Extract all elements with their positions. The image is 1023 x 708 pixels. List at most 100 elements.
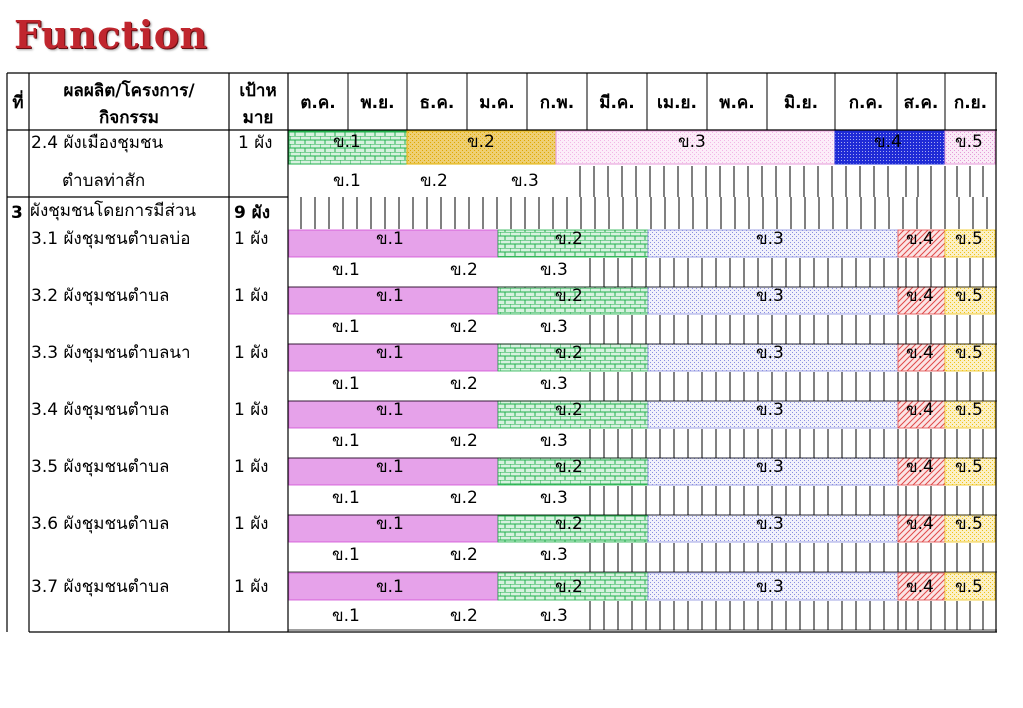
bar-r24-plan-3	[555, 130, 836, 165]
item-plan-bar	[897, 400, 946, 429]
plan-label-5: ข.5	[955, 457, 983, 477]
plan-label-3: ข.3	[756, 286, 784, 306]
plan-label-4: ข.4	[906, 229, 934, 249]
item-plan-bar	[647, 229, 899, 258]
item-plan-bar	[647, 286, 899, 315]
item-name: 3.3 ผังชุมชนตำบลนา	[31, 343, 191, 363]
month-header: ก.พ.	[540, 93, 574, 113]
item-plan-bar	[288, 514, 499, 543]
plan-label-3: ข.3	[756, 457, 784, 477]
plan-label-3: ข.3	[756, 343, 784, 363]
plan-label-5: ข.5	[955, 229, 983, 249]
gantt-item-bars	[288, 229, 996, 601]
item-plan-bar	[944, 229, 996, 258]
actual-label-2: ข.2	[450, 317, 478, 337]
actual-label-2: ข.2	[450, 488, 478, 508]
plan-label-5: ข.5	[955, 286, 983, 306]
table-frame	[6, 72, 997, 633]
item-plan-bar	[497, 286, 649, 315]
bar-r24-plan-5	[944, 130, 996, 165]
r24-actual-label-1: ข.1	[333, 171, 361, 191]
bar-r24-plan-1	[288, 130, 408, 165]
plan-label-3: ข.3	[756, 514, 784, 534]
header-col-product-2: กิจกรรม	[99, 108, 159, 128]
item-row: 3.1 ผังชุมชนตำบลบ่อ 1 ผัง ข.1 ข.2 ข.3 ข.…	[31, 229, 983, 280]
header-col-target-2: มาย	[243, 108, 274, 128]
plan-label-1: ข.1	[376, 343, 404, 363]
item-plan-bar	[497, 343, 649, 372]
actual-label-1: ข.1	[332, 606, 360, 626]
actual-label-3: ข.3	[540, 317, 568, 337]
item-plan-bar	[647, 572, 899, 601]
plan-label-2: ข.2	[555, 400, 583, 420]
item-plan-bar	[944, 572, 996, 601]
item-name: 3.1 ผังชุมชนตำบลบ่อ	[31, 229, 190, 249]
header-col-product-1: ผลผลิต/โครงการ/	[63, 80, 195, 101]
month-header: ก.ค.	[849, 93, 884, 113]
row-r24-name-1: 2.4 ผังเมืองชุมชน	[31, 133, 164, 153]
plan-label-1: ข.1	[376, 577, 404, 597]
r24-plan-label-5: ข.5	[955, 132, 983, 152]
r24-plan-label-2: ข.2	[467, 132, 495, 152]
item-plan-bar	[897, 229, 946, 258]
item-row: 3.3 ผังชุมชนตำบลนา 1 ผัง ข.1 ข.2 ข.3 ข.4…	[31, 343, 983, 394]
item-plan-bar	[288, 229, 499, 258]
item-row: 3.5 ผังชุมชนตำบล 1 ผัง ข.1 ข.2 ข.3 ข.4 ข…	[31, 457, 983, 508]
item-plan-bar	[897, 572, 946, 601]
month-headers: ต.ค. พ.ย. ธ.ค. ม.ค. ก.พ. มี.ค. เม.ย. พ.ค. มิ.ย. ก…	[300, 92, 987, 113]
bar-r24-plan-2	[406, 130, 557, 165]
actual-label-1: ข.1	[332, 374, 360, 394]
plan-label-2: ข.2	[555, 457, 583, 477]
item-row: 3.2 ผังชุมชนตำบล 1 ผัง ข.1 ข.2 ข.3 ข.4 ข…	[31, 286, 983, 337]
bar-r24-plan-4	[834, 130, 946, 165]
plan-label-4: ข.4	[906, 343, 934, 363]
month-header: มิ.ย.	[784, 93, 818, 113]
plan-label-1: ข.1	[376, 229, 404, 249]
item-row: 3.6 ผังชุมชนตำบล 1 ผัง ข.1 ข.2 ข.3 ข.4 ข…	[31, 514, 983, 565]
item-plan-bar	[897, 343, 946, 372]
item-plan-bar	[944, 343, 996, 372]
plan-label-5: ข.5	[955, 577, 983, 597]
actual-label-2: ข.2	[450, 260, 478, 280]
plan-label-3: ข.3	[756, 400, 784, 420]
item-name: 3.5 ผังชุมชนตำบล	[31, 457, 169, 477]
r24-actual-label-2: ข.2	[420, 171, 448, 191]
item-name: 3.4 ผังชุมชนตำบล	[31, 400, 169, 420]
month-header-dividers	[347, 73, 946, 130]
actual-label-1: ข.1	[332, 260, 360, 280]
page-title: Function	[14, 12, 208, 57]
actual-label-3: ข.3	[540, 374, 568, 394]
gantt-bars	[288, 130, 996, 165]
section3-target: 9 ผัง	[234, 203, 270, 223]
actual-label-3: ข.3	[540, 431, 568, 451]
month-header: มี.ค.	[599, 92, 635, 113]
section3-name: ผังชุมชนโดยการมีส่วน	[30, 200, 196, 221]
item-plan-bar	[288, 343, 499, 372]
month-header: ธ.ค.	[420, 93, 455, 113]
row-r24-target: 1 ผัง	[238, 133, 272, 153]
month-header: พ.ค.	[719, 93, 755, 113]
item-target: 1 ผัง	[234, 577, 268, 597]
actual-label-1: ข.1	[332, 545, 360, 565]
plan-label-3: ข.3	[756, 577, 784, 597]
item-plan-bar	[897, 457, 946, 486]
item-plan-bar	[647, 343, 899, 372]
plan-label-1: ข.1	[376, 286, 404, 306]
plan-label-1: ข.1	[376, 514, 404, 534]
month-header: พ.ย.	[360, 93, 394, 113]
month-header: ม.ค.	[479, 93, 515, 113]
item-name: 3.7 ผังชุมชนตำบล	[31, 577, 169, 597]
plan-label-2: ข.2	[555, 229, 583, 249]
item-plan-bar	[497, 400, 649, 429]
plan-label-4: ข.4	[906, 457, 934, 477]
section3-no: 3	[11, 203, 23, 223]
header-col-target-1: เป้าห	[239, 81, 276, 101]
plan-label-5: ข.5	[955, 400, 983, 420]
month-header: เม.ย.	[657, 93, 697, 113]
item-plan-bar	[944, 286, 996, 315]
plan-label-2: ข.2	[555, 343, 583, 363]
row-r24-name-2: ตำบลท่าสัก	[62, 171, 145, 191]
header-col-no: ที่	[12, 90, 23, 113]
item-target: 1 ผัง	[234, 400, 268, 420]
item-plan-bar	[647, 514, 899, 543]
